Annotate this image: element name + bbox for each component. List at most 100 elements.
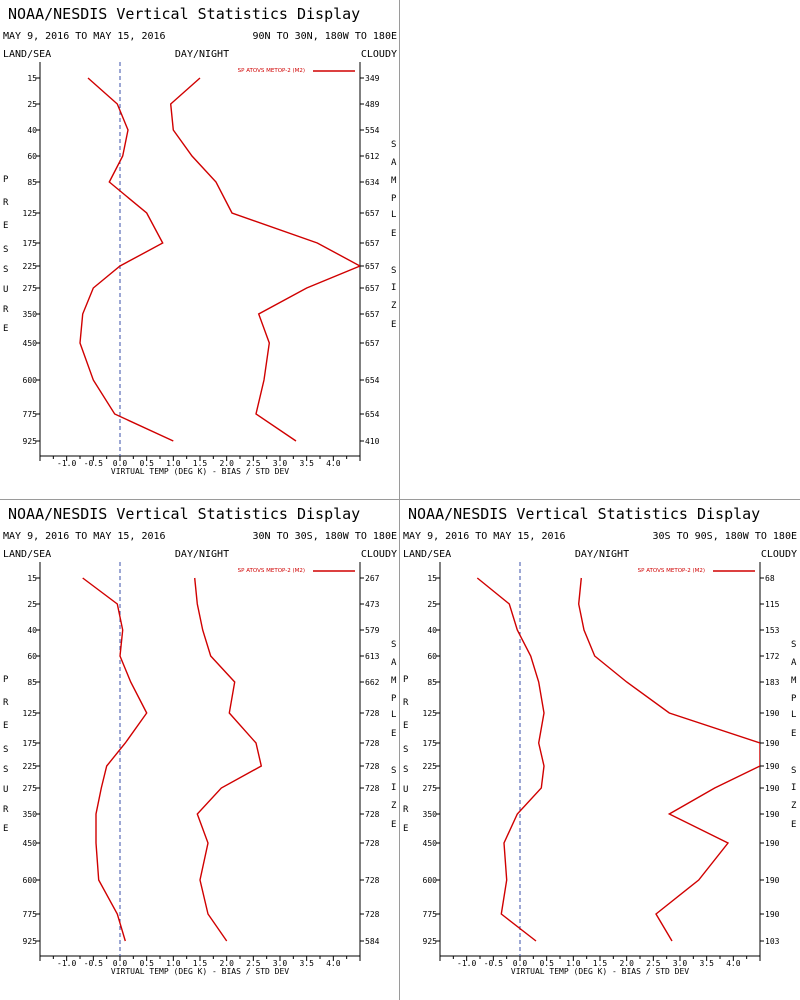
region-label: 30S TO 90S, 180W TO 180E: [653, 531, 798, 542]
sample-size-axis-letter: M: [391, 176, 397, 186]
sample-size-label: 190: [765, 709, 780, 718]
date-range: MAY 9, 2016 TO MAY 15, 2016: [403, 531, 566, 542]
x-tick-label: 4.0: [326, 959, 341, 968]
pressure-level-label: 350: [23, 810, 38, 819]
sample-size-label: 634: [365, 178, 380, 187]
sample-size-label: 473: [365, 600, 380, 609]
sample-size-label: 728: [365, 784, 380, 793]
sample-size-label: 190: [765, 876, 780, 885]
sample-size-label: 190: [765, 910, 780, 919]
pressure-axis-letter: E: [3, 221, 8, 231]
sample-size-axis-letter: L: [391, 710, 396, 720]
pressure-level-label: 775: [23, 910, 38, 919]
std-dev-series-line: [194, 577, 263, 942]
pressure-level-label: 350: [423, 810, 438, 819]
pressure-level-label: 40: [427, 626, 437, 635]
x-tick-label: 2.0: [619, 959, 634, 968]
pressure-level-label: 275: [423, 784, 438, 793]
sample-size-axis-letter: E: [791, 820, 796, 830]
pressure-axis-letter: S: [403, 745, 408, 755]
x-tick-label: -0.5: [84, 459, 103, 468]
sample-size-axis-letter: M: [791, 676, 797, 686]
pressure-axis-letter: S: [3, 265, 8, 275]
sample-size-label: 728: [365, 762, 380, 771]
x-tick-label: 4.0: [326, 459, 341, 468]
x-tick-label: 1.5: [193, 959, 208, 968]
sample-size-axis-letter: Z: [391, 301, 397, 311]
sample-size-axis-letter: Z: [791, 801, 797, 811]
sample-size-axis-letter: M: [391, 676, 397, 686]
chart-title: NOAA/NESDIS Vertical Statistics Display: [8, 5, 360, 23]
pressure-level-label: 925: [23, 937, 38, 946]
sample-size-label: 728: [365, 876, 380, 885]
pressure-level-label: 225: [23, 262, 38, 271]
sample-size-label: 728: [365, 810, 380, 819]
pressure-level-label: 775: [423, 910, 438, 919]
sample-size-axis-letter: E: [391, 729, 396, 739]
chart-title: NOAA/NESDIS Vertical Statistics Display: [408, 505, 760, 523]
sample-size-axis-letter: Z: [391, 801, 397, 811]
sample-size-label: 554: [365, 126, 380, 135]
pressure-axis-letter: S: [3, 245, 8, 255]
sample-size-label: 728: [365, 739, 380, 748]
region-label: 90N TO 30N, 180W TO 180E: [253, 31, 398, 42]
sample-size-label: 612: [365, 152, 380, 161]
pressure-axis-letter: R: [403, 805, 409, 815]
pressure-level-label: 40: [27, 126, 37, 135]
x-axis-label: VIRTUAL TEMP (DEG K) - BIAS / STD DEV: [511, 967, 689, 976]
date-range: MAY 9, 2016 TO MAY 15, 2016: [3, 531, 166, 542]
legend-label: SP ATOVS METOP-2 (M2): [238, 568, 305, 574]
sample-size-label: 657: [365, 262, 380, 271]
x-tick-label: -1.0: [457, 959, 476, 968]
pressure-level-label: 125: [23, 709, 38, 718]
sample-size-label: 584: [365, 937, 380, 946]
legend-label: SP ATOVS METOP-2 (M2): [238, 68, 305, 74]
pressure-level-label: 125: [423, 709, 438, 718]
chart-panel-south: NOAA/NESDIS Vertical Statistics Display M…: [400, 500, 800, 1000]
x-tick-label: 0.0: [113, 959, 128, 968]
pressure-axis-letter: E: [403, 721, 408, 731]
sample-size-axis-letter: P: [391, 694, 397, 704]
pressure-level-label: 60: [27, 152, 37, 161]
pressure-level-label: 275: [23, 284, 38, 293]
date-range: MAY 9, 2016 TO MAY 15, 2016: [3, 31, 166, 42]
sample-size-label: 613: [365, 652, 380, 661]
x-axis-label: VIRTUAL TEMP (DEG K) - BIAS / STD DEV: [111, 467, 289, 476]
sample-size-label: 190: [765, 810, 780, 819]
pressure-axis-letter: U: [3, 785, 8, 795]
x-tick-label: 2.5: [646, 959, 661, 968]
pressure-level-label: 450: [23, 839, 38, 848]
pressure-axis-letter: P: [403, 675, 409, 685]
pressure-axis-letter: R: [3, 305, 9, 315]
x-tick-label: 0.5: [539, 959, 554, 968]
x-tick-label: 0.5: [139, 459, 154, 468]
pressure-level-label: 225: [423, 762, 438, 771]
pressure-axis-letter: U: [403, 785, 408, 795]
sample-size-label: 728: [365, 910, 380, 919]
x-tick-label: 2.5: [246, 459, 261, 468]
pressure-level-label: 275: [23, 784, 38, 793]
x-tick-label: -1.0: [57, 459, 76, 468]
day-night-label: DAY/NIGHT: [175, 549, 229, 560]
pressure-axis-letter: R: [3, 198, 9, 208]
pressure-level-label: 350: [23, 310, 38, 319]
x-tick-label: 1.5: [193, 459, 208, 468]
x-tick-label: 2.5: [246, 959, 261, 968]
panel-divider-vertical: [399, 0, 400, 1000]
sample-size-axis-letter: E: [391, 820, 396, 830]
land-sea-label: LAND/SEA: [3, 549, 51, 560]
x-tick-label: 3.0: [273, 459, 288, 468]
sample-size-label: 657: [365, 284, 380, 293]
pressure-level-label: 175: [423, 739, 438, 748]
pressure-level-label: 15: [27, 74, 37, 83]
pressure-axis-letter: P: [3, 675, 9, 685]
cloudy-label: CLOUDY: [361, 549, 397, 560]
pressure-level-label: 175: [23, 239, 38, 248]
pressure-level-label: 925: [423, 937, 438, 946]
pressure-axis-letter: S: [403, 765, 408, 775]
chart-svg: NOAA/NESDIS Vertical Statistics Display M…: [3, 505, 397, 976]
sample-size-axis-letter: S: [391, 766, 396, 776]
pressure-level-label: 450: [423, 839, 438, 848]
land-sea-label: LAND/SEA: [403, 549, 451, 560]
x-tick-label: 1.5: [593, 959, 608, 968]
